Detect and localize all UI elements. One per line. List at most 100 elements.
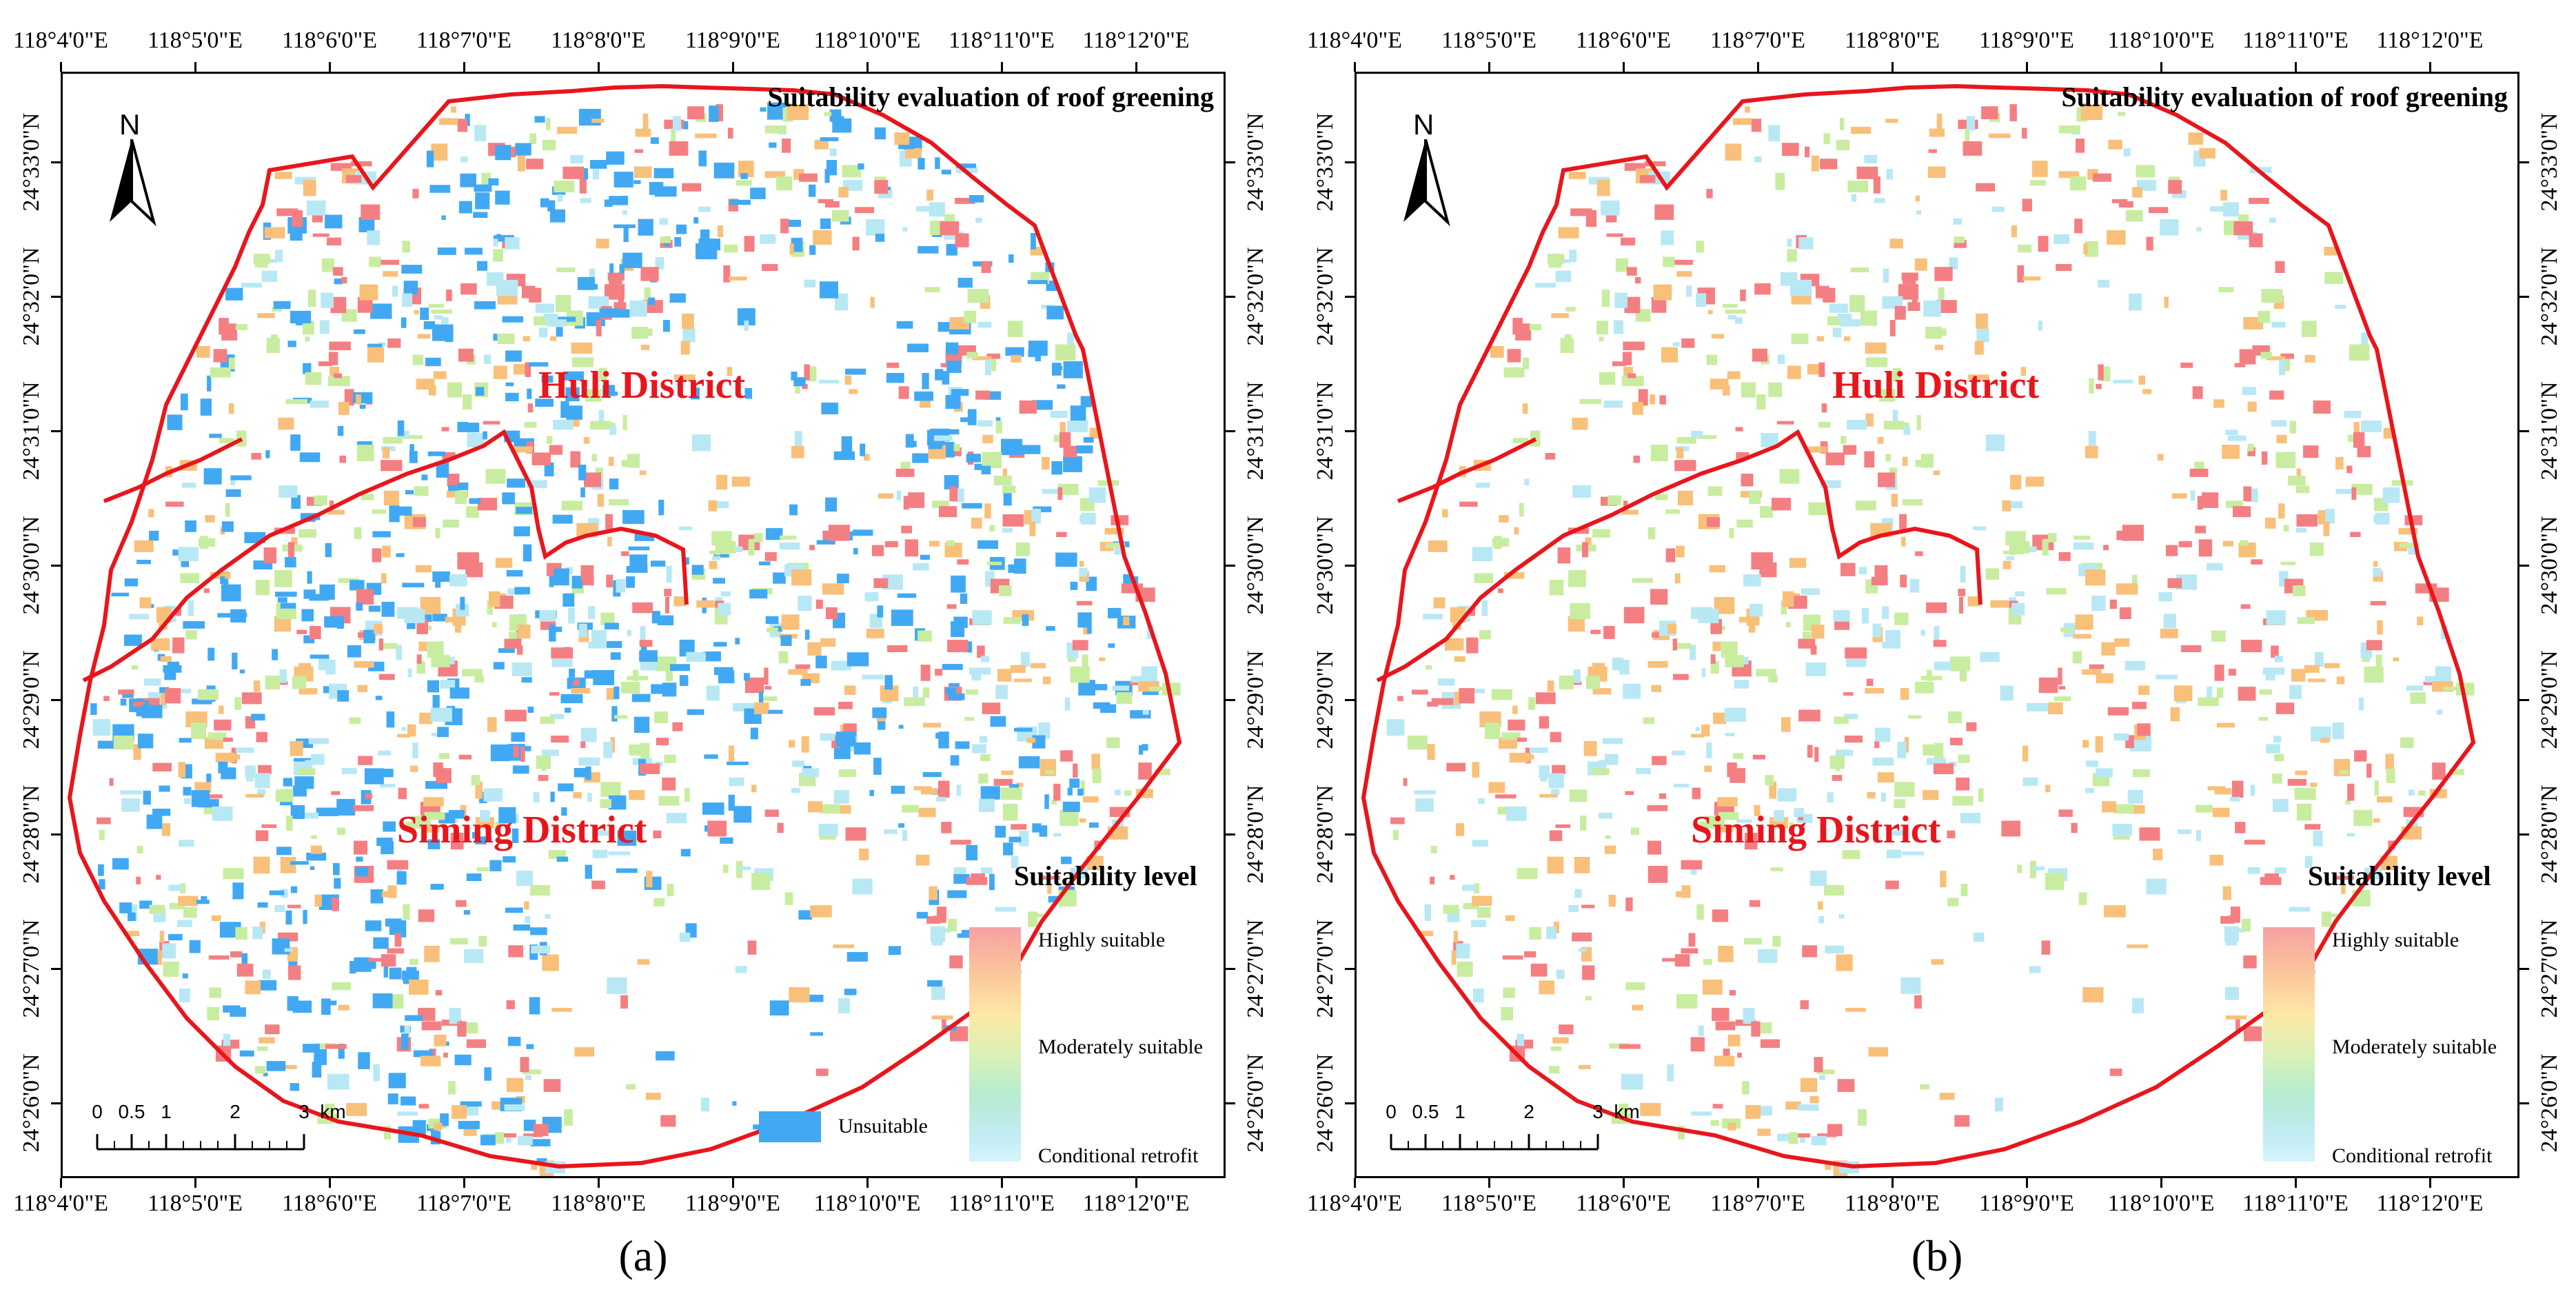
- building-patch: [2410, 692, 2426, 704]
- building-patch: [980, 736, 988, 743]
- building-patch: [1938, 287, 1945, 301]
- building-patch: [1789, 822, 1794, 834]
- building-patch: [916, 205, 931, 212]
- building-patch: [416, 378, 435, 390]
- building-patch: [808, 801, 823, 813]
- building-patch: [1751, 1021, 1761, 1037]
- building-patch: [523, 1120, 536, 1131]
- building-patch: [897, 593, 917, 598]
- building-patch: [1711, 334, 1725, 339]
- building-patch: [372, 531, 391, 538]
- building-patch: [1427, 701, 1438, 707]
- building-patch: [1756, 1022, 1772, 1034]
- building-patch: [988, 358, 997, 372]
- building-patch: [917, 158, 925, 170]
- building-patch: [1621, 1073, 1643, 1090]
- building-patch: [656, 738, 669, 746]
- building-patch: [1503, 367, 1525, 378]
- building-patch: [431, 143, 448, 161]
- building-patch: [682, 183, 702, 192]
- graticule-tick: [866, 1178, 869, 1188]
- building-patch: [347, 645, 361, 658]
- building-patch: [1633, 455, 1640, 463]
- building-patch: [804, 629, 810, 640]
- building-patch: [819, 379, 840, 384]
- building-patch: [1814, 1057, 1823, 1073]
- building-patch: [1565, 307, 1576, 312]
- building-patch: [937, 907, 946, 923]
- building-patch: [354, 957, 372, 972]
- building-patch: [880, 685, 899, 702]
- building-patch: [2048, 702, 2063, 714]
- building-patch: [802, 383, 808, 390]
- building-patch: [2224, 926, 2239, 942]
- building-patch: [2232, 780, 2244, 798]
- building-patch: [1802, 945, 1817, 958]
- building-patch: [441, 427, 449, 432]
- building-patch: [124, 931, 140, 937]
- building-patch: [627, 676, 649, 680]
- building-patch: [2345, 800, 2351, 805]
- building-patch: [425, 357, 441, 367]
- building-patch: [793, 377, 806, 387]
- building-patch: [1064, 697, 1071, 711]
- building-patch: [1934, 626, 1940, 641]
- building-patch: [1845, 658, 1867, 667]
- building-patch: [978, 773, 988, 784]
- building-patch: [691, 387, 700, 400]
- building-patch: [1985, 568, 2000, 580]
- latitude-label: 24°30'0"N: [1243, 516, 1268, 615]
- building-patch: [480, 1135, 496, 1146]
- building-patch: [258, 980, 277, 991]
- building-patch: [1777, 1133, 1794, 1142]
- building-patch: [493, 334, 498, 341]
- building-patch: [283, 778, 293, 787]
- building-patch: [1621, 509, 1639, 515]
- building-patch: [506, 1078, 524, 1093]
- building-patch: [1456, 943, 1470, 959]
- building-patch: [417, 334, 431, 339]
- graticule-tick: [1226, 968, 1235, 970]
- building-patch: [245, 793, 264, 798]
- building-patch: [1768, 382, 1783, 397]
- building-patch: [2271, 645, 2279, 658]
- building-patch: [592, 849, 608, 858]
- building-patch: [1698, 1025, 1704, 1036]
- building-patch: [1798, 237, 1814, 250]
- building-patch: [467, 423, 480, 433]
- building-patch: [530, 927, 547, 935]
- building-patch: [2078, 892, 2087, 905]
- building-patch: [981, 261, 991, 273]
- building-patch: [2287, 778, 2306, 786]
- building-patch: [1601, 200, 1620, 216]
- building-patch: [985, 359, 991, 376]
- building-patch: [2136, 165, 2156, 178]
- building-patch: [1472, 840, 1488, 847]
- building-patch: [381, 460, 403, 472]
- building-patch: [1973, 932, 1985, 942]
- building-patch: [2104, 905, 2126, 918]
- building-patch: [396, 645, 403, 660]
- building-patch: [1067, 787, 1073, 796]
- building-patch: [1603, 626, 1615, 639]
- building-patch: [1904, 737, 1909, 753]
- building-patch: [2045, 873, 2065, 891]
- graticule-tick: [2026, 1178, 2028, 1188]
- building-patch: [1757, 1129, 1771, 1136]
- building-patch: [309, 594, 329, 601]
- building-patch: [1488, 782, 1505, 793]
- building-patch: [713, 501, 729, 509]
- building-patch: [279, 669, 287, 683]
- building-patch: [2249, 198, 2269, 204]
- longitude-label: 118°6'0"E: [281, 28, 378, 53]
- building-patch: [986, 561, 1002, 565]
- longitude-label: 118°5'0"E: [147, 28, 243, 53]
- building-patch: [629, 790, 645, 800]
- building-patch: [1155, 769, 1170, 776]
- building-patch: [241, 283, 263, 288]
- building-patch: [2400, 737, 2414, 749]
- building-patch: [844, 685, 856, 695]
- building-patch: [459, 201, 472, 214]
- building-patch: [318, 361, 332, 367]
- panel-caption: (b): [1911, 1231, 1963, 1280]
